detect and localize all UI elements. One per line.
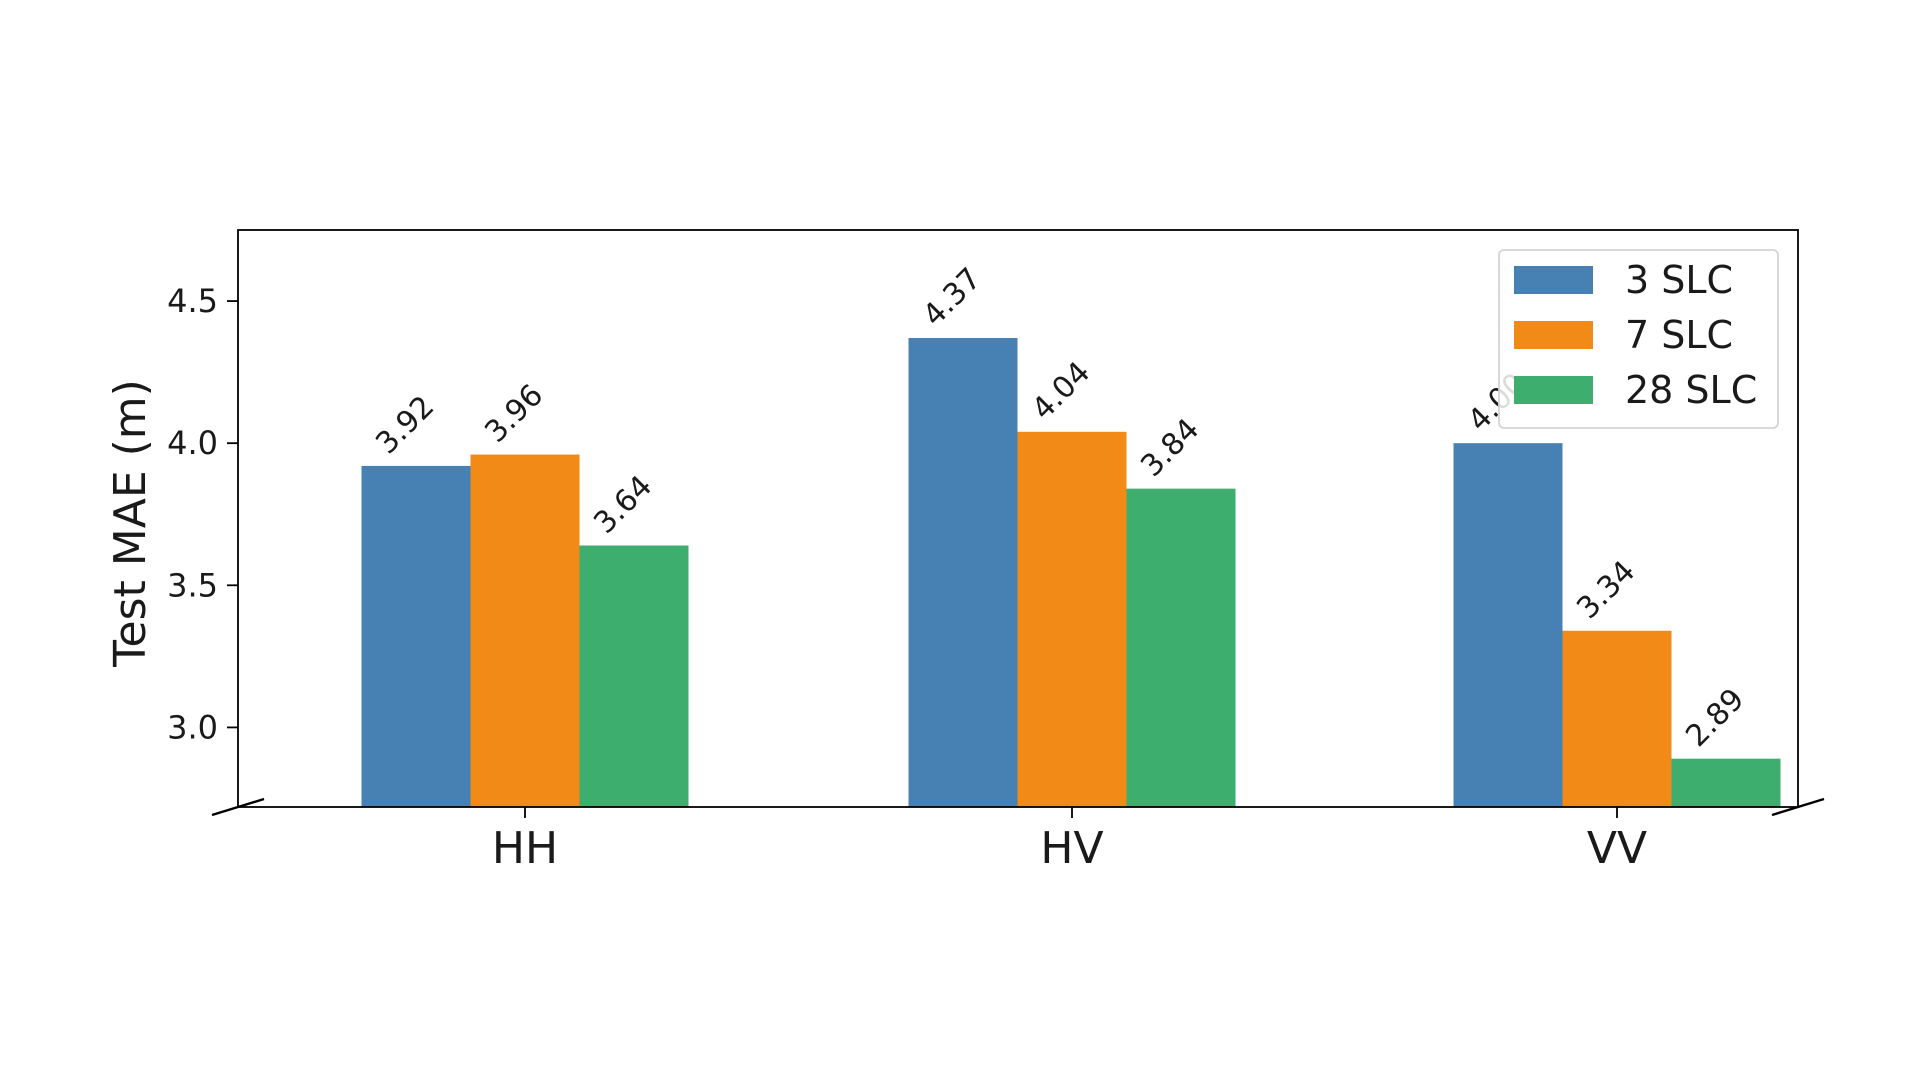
bar-hh-3-slc [362, 466, 471, 807]
x-tick-label: HV [1040, 823, 1103, 874]
bar-hv-7-slc [1018, 432, 1127, 807]
y-axis-label: Test MAE (m) [105, 379, 156, 668]
data-label: 2.89 [1679, 682, 1751, 754]
data-label: 4.37 [916, 261, 988, 333]
legend-label: 7 SLC [1625, 313, 1733, 357]
bar-vv-3-slc [1454, 443, 1563, 807]
bar-hh-28-slc [580, 546, 689, 807]
bar-vv-7-slc [1563, 631, 1672, 807]
legend-swatch [1514, 266, 1593, 294]
y-tick-label: 4.5 [167, 282, 218, 320]
legend-swatch [1514, 321, 1593, 349]
bar-hh-7-slc [471, 455, 580, 807]
x-tick-label: HH [492, 823, 558, 874]
y-tick-label: 3.5 [167, 566, 218, 604]
data-label: 3.92 [369, 389, 441, 461]
x-tick-label: VV [1587, 823, 1647, 874]
data-label: 3.64 [587, 469, 659, 541]
bar-hv-3-slc [909, 338, 1018, 807]
x-axis: HH HV VV [492, 807, 1647, 874]
y-axis: 3.0 3.5 4.0 4.5 [167, 282, 238, 746]
data-label: 4.04 [1025, 355, 1097, 427]
legend-label: 28 SLC [1625, 368, 1757, 412]
bar-hv-28-slc [1127, 489, 1236, 807]
y-tick-label: 4.0 [167, 424, 218, 462]
legend-label: 3 SLC [1625, 258, 1733, 302]
legend: 3 SLC 7 SLC 28 SLC [1499, 250, 1778, 428]
bar-vv-28-slc [1672, 759, 1781, 807]
data-label: 3.96 [478, 378, 550, 450]
y-tick-label: 3.0 [167, 708, 218, 746]
legend-swatch [1514, 376, 1593, 404]
data-label: 3.34 [1570, 554, 1642, 626]
data-label: 3.84 [1134, 412, 1206, 484]
